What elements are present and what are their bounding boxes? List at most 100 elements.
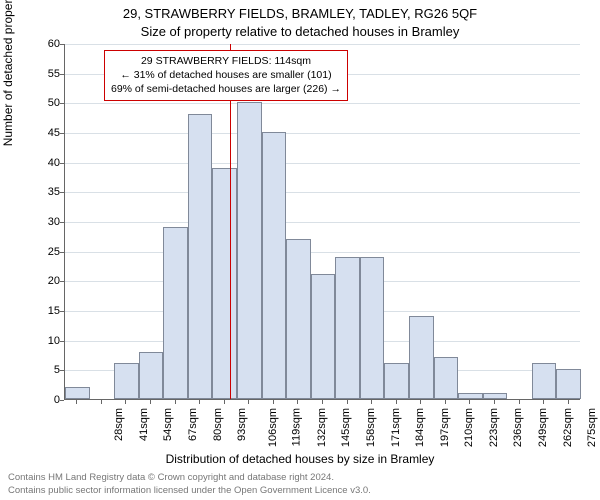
y-tick-label: 45 <box>20 127 60 139</box>
footer-line-2: Contains public sector information licen… <box>8 485 371 497</box>
gridline <box>65 44 580 45</box>
gridline <box>65 133 580 134</box>
y-tick-label: 55 <box>20 68 60 80</box>
histogram-bar <box>65 387 90 399</box>
x-tick-label: 54sqm <box>162 408 174 441</box>
x-tick-mark <box>371 400 372 404</box>
histogram-bar <box>114 363 139 399</box>
histogram-bar <box>483 393 508 399</box>
gridline <box>65 252 580 253</box>
y-tick-label: 35 <box>20 186 60 198</box>
y-tick-label: 15 <box>20 305 60 317</box>
x-tick-mark <box>101 400 102 404</box>
x-tick-label: 67sqm <box>187 408 199 441</box>
histogram-bar <box>409 316 434 399</box>
gridline <box>65 103 580 104</box>
x-tick-label: 262sqm <box>562 408 574 447</box>
histogram-bar <box>188 114 213 399</box>
x-tick-label: 80sqm <box>212 408 224 441</box>
x-tick-label: 106sqm <box>267 408 279 447</box>
histogram-bar <box>532 363 557 399</box>
histogram-bar <box>237 102 262 399</box>
y-tick-mark <box>60 400 64 401</box>
x-tick-mark <box>519 400 520 404</box>
y-tick-mark <box>60 192 64 193</box>
histogram-bar <box>360 257 385 399</box>
footer-line-1: Contains HM Land Registry data © Crown c… <box>8 472 371 484</box>
histogram-bar <box>311 274 336 399</box>
footer-attribution: Contains HM Land Registry data © Crown c… <box>8 472 371 497</box>
y-tick-mark <box>60 370 64 371</box>
histogram-bar <box>262 132 287 399</box>
y-tick-mark <box>60 163 64 164</box>
y-tick-mark <box>60 133 64 134</box>
histogram-bar <box>163 227 188 399</box>
y-tick-mark <box>60 311 64 312</box>
histogram-bar <box>434 357 459 399</box>
x-tick-mark <box>297 400 298 404</box>
y-tick-label: 30 <box>20 216 60 228</box>
x-axis-label: Distribution of detached houses by size … <box>0 452 600 466</box>
chart-title-address: 29, STRAWBERRY FIELDS, BRAMLEY, TADLEY, … <box>0 6 600 21</box>
histogram-bar <box>458 393 483 399</box>
x-tick-mark <box>150 400 151 404</box>
x-tick-mark <box>224 400 225 404</box>
x-tick-label: 236sqm <box>513 408 525 447</box>
x-tick-mark <box>248 400 249 404</box>
x-tick-label: 119sqm <box>291 408 303 446</box>
annotation-line-1: 29 STRAWBERRY FIELDS: 114sqm <box>111 54 341 68</box>
x-tick-mark <box>420 400 421 404</box>
gridline <box>65 192 580 193</box>
histogram-bar <box>384 363 409 399</box>
y-tick-label: 5 <box>20 364 60 376</box>
x-tick-label: 41sqm <box>138 408 150 441</box>
x-tick-label: 171sqm <box>390 408 402 447</box>
histogram-bar <box>139 352 164 399</box>
x-tick-mark <box>76 400 77 404</box>
x-tick-mark <box>125 400 126 404</box>
x-tick-label: 145sqm <box>341 408 353 447</box>
x-tick-mark <box>199 400 200 404</box>
x-tick-mark <box>568 400 569 404</box>
y-tick-mark <box>60 74 64 75</box>
x-tick-label: 184sqm <box>414 408 426 447</box>
x-tick-label: 223sqm <box>488 408 500 447</box>
y-tick-label: 0 <box>20 394 60 406</box>
gridline <box>65 222 580 223</box>
y-tick-label: 50 <box>20 97 60 109</box>
histogram-bar <box>335 257 360 399</box>
gridline <box>65 163 580 164</box>
y-tick-mark <box>60 44 64 45</box>
x-tick-mark <box>175 400 176 404</box>
annotation-box: 29 STRAWBERRY FIELDS: 114sqm ← 31% of de… <box>104 50 348 101</box>
x-tick-mark <box>494 400 495 404</box>
x-tick-mark <box>322 400 323 404</box>
histogram-bar <box>286 239 311 399</box>
histogram-bar <box>212 168 237 399</box>
y-tick-mark <box>60 103 64 104</box>
y-axis-label: Number of detached properties <box>1 0 15 146</box>
chart-subtitle: Size of property relative to detached ho… <box>0 24 600 39</box>
annotation-line-3: 69% of semi-detached houses are larger (… <box>111 82 341 96</box>
y-tick-mark <box>60 341 64 342</box>
x-tick-label: 210sqm <box>463 408 475 447</box>
x-tick-label: 249sqm <box>537 408 549 447</box>
x-tick-label: 93sqm <box>236 408 248 441</box>
y-tick-mark <box>60 252 64 253</box>
histogram-bar <box>556 369 581 399</box>
x-tick-label: 197sqm <box>439 408 451 447</box>
x-tick-label: 132sqm <box>316 408 328 447</box>
x-tick-mark <box>347 400 348 404</box>
y-tick-label: 60 <box>20 38 60 50</box>
y-tick-mark <box>60 222 64 223</box>
x-tick-label: 275sqm <box>586 408 598 447</box>
annotation-line-2: ← 31% of detached houses are smaller (10… <box>111 68 341 82</box>
x-tick-label: 158sqm <box>365 408 377 447</box>
y-tick-label: 40 <box>20 157 60 169</box>
x-tick-mark <box>273 400 274 404</box>
x-tick-label: 28sqm <box>113 408 125 441</box>
x-tick-mark <box>396 400 397 404</box>
y-tick-label: 25 <box>20 246 60 258</box>
x-tick-mark <box>543 400 544 404</box>
x-tick-mark <box>469 400 470 404</box>
